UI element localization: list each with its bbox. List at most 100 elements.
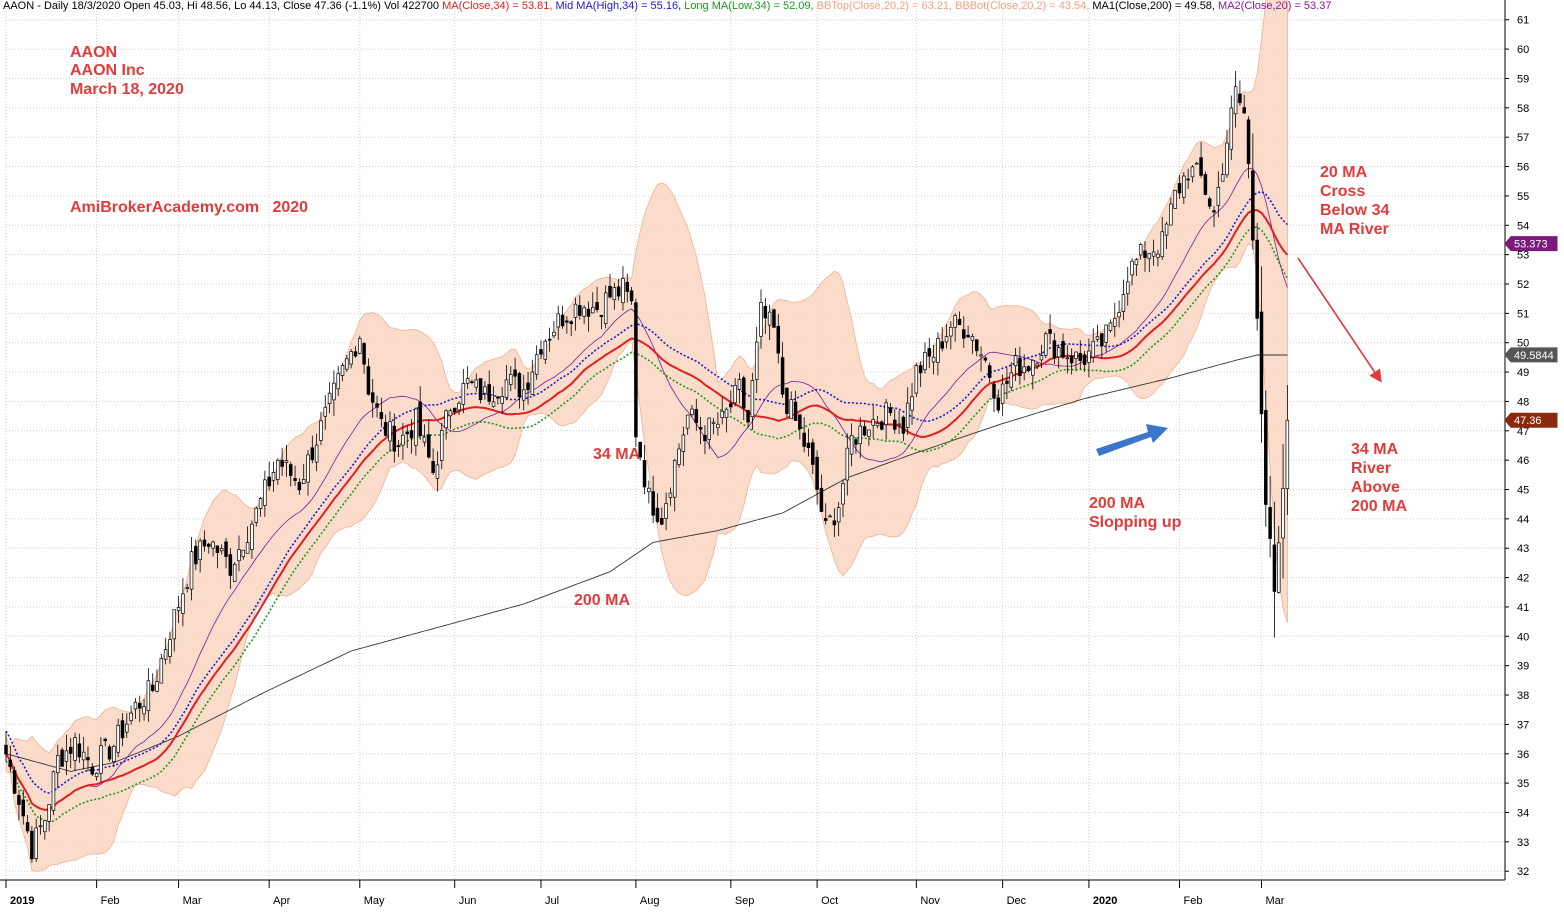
candle-body (582, 307, 586, 317)
candle (51, 770, 56, 816)
candle-body (565, 320, 569, 323)
candle-body (198, 540, 202, 561)
candle (1044, 331, 1048, 359)
candle-body (681, 434, 686, 452)
candle (129, 705, 133, 725)
candle-body (767, 311, 772, 326)
candle-body (724, 408, 729, 418)
candle (254, 506, 258, 527)
candle (30, 826, 34, 863)
candle (1190, 165, 1195, 183)
candle-body (914, 365, 919, 394)
candle (1207, 196, 1212, 209)
candle (1195, 161, 1199, 165)
candle-body (418, 401, 422, 436)
candle (189, 537, 194, 601)
candle (150, 673, 155, 693)
candle-body (56, 755, 60, 774)
candle-body (1164, 223, 1169, 236)
candle (1272, 501, 1277, 638)
y-tick-label: 36 (1517, 749, 1529, 761)
candle-body (396, 445, 401, 448)
candle-body (638, 441, 642, 458)
candle (112, 744, 116, 767)
x-tick-label: Jul (545, 895, 559, 907)
candle-body (375, 403, 379, 408)
slope-arrow (1096, 424, 1168, 456)
candle-body (599, 314, 604, 317)
candle (629, 287, 634, 305)
candle (677, 443, 681, 468)
candle (966, 325, 970, 339)
candle-body (267, 476, 271, 487)
candle-body (1233, 86, 1238, 115)
note-ticker: AAON (70, 44, 118, 61)
candle-body (1035, 363, 1039, 367)
candle-body (573, 303, 578, 318)
candle-body (539, 349, 543, 355)
candle (21, 790, 26, 825)
candle (1268, 475, 1272, 558)
candle (409, 419, 414, 454)
candle (219, 544, 224, 555)
candle-body (64, 750, 69, 762)
candle (1246, 116, 1251, 179)
x-tick-label: Mar (183, 895, 202, 907)
candle-body (1143, 250, 1147, 258)
candle-body (211, 541, 215, 549)
candle-body (785, 387, 789, 414)
candle (1005, 367, 1009, 400)
candle-body (1117, 312, 1121, 318)
candle-body (1095, 336, 1100, 340)
y-tick-label: 44 (1517, 514, 1529, 526)
candle-body (953, 315, 957, 328)
candle (970, 333, 975, 354)
candle-body (625, 281, 630, 292)
y-tick-label: 33 (1517, 837, 1529, 849)
candle-body (647, 487, 651, 493)
candle (392, 413, 397, 463)
note-200ma-slope-2: Slopping up (1089, 514, 1182, 531)
candle-body (629, 290, 634, 302)
y-tick-label: 46 (1517, 455, 1529, 467)
x-tick-label: Mar (1265, 895, 1284, 907)
candle (1264, 390, 1268, 527)
candle (1169, 197, 1173, 226)
candle-body (819, 487, 824, 512)
candle-body (612, 287, 617, 301)
long-ma-line (5, 226, 1289, 823)
candle (815, 450, 819, 505)
candle (893, 409, 897, 434)
candle-body (163, 649, 168, 660)
candle-body (1268, 507, 1272, 539)
candle (754, 326, 759, 394)
candle-body (379, 412, 384, 419)
candle (1022, 354, 1026, 381)
candle (862, 420, 867, 437)
candle-body (185, 587, 189, 589)
candle-body (452, 407, 457, 413)
candle (271, 461, 276, 492)
candle (660, 507, 664, 526)
candle-body (595, 302, 599, 311)
candle-body (1031, 359, 1035, 376)
candle (483, 381, 487, 400)
candle-body (362, 343, 366, 365)
candle (1212, 206, 1216, 228)
candle-body (159, 658, 164, 684)
candle (168, 631, 172, 664)
candle-body (137, 702, 142, 709)
candle (1177, 174, 1182, 199)
candle-body (992, 383, 996, 399)
candle-body (504, 379, 509, 398)
candle (232, 562, 237, 582)
candle (927, 337, 932, 369)
candle-body (99, 745, 103, 774)
candle (987, 362, 992, 383)
candle-body (38, 825, 43, 828)
candle (1113, 302, 1117, 337)
mid-ma-line (5, 190, 1288, 794)
candle (340, 363, 345, 382)
candle (763, 298, 768, 334)
candle-body (1147, 253, 1152, 260)
